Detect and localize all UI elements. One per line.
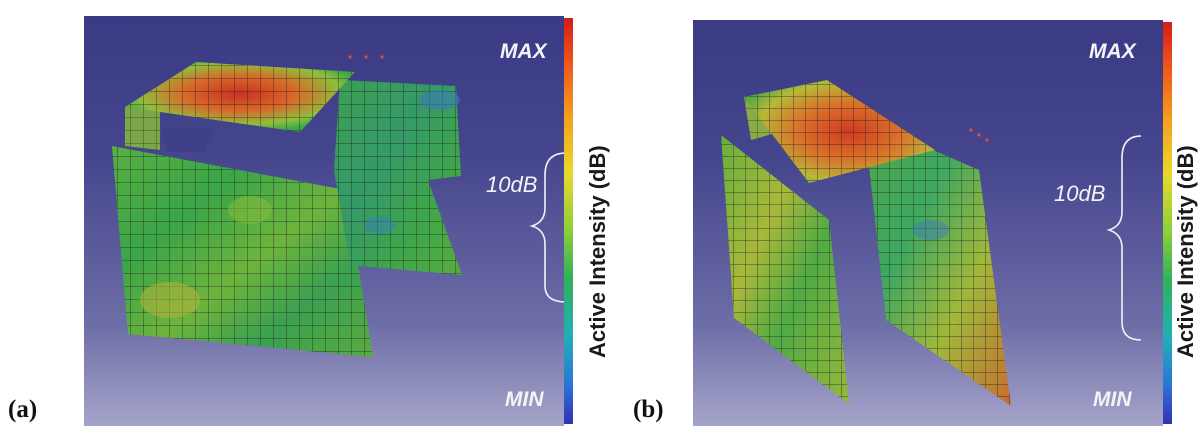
range-brace-b xyxy=(1106,135,1142,341)
scale-max-label-a: MAX xyxy=(500,40,547,63)
plate-left-b xyxy=(721,135,849,404)
panel-label-b: (b) xyxy=(633,396,664,423)
plate-left-a xyxy=(112,146,373,357)
colorbar-b xyxy=(1163,22,1172,424)
panel-label-a: (a) xyxy=(8,396,38,423)
scale-max-label-b: MAX xyxy=(1089,40,1136,63)
side-flap-a xyxy=(125,103,160,150)
plate-top-a xyxy=(125,62,355,132)
mic-markers-b xyxy=(969,128,989,142)
colorbar-title-b: Active Intensity (dB) xyxy=(1173,145,1198,358)
plate-right-a xyxy=(334,80,462,275)
range-brace-a xyxy=(529,152,567,303)
colorbar-a xyxy=(564,18,573,424)
panel-a: MAX MIN 10dB Active Intensity (dB) (a) xyxy=(0,0,610,440)
panel-b: MAX MIN 10dB Active Intensity (dB) (b) xyxy=(601,0,1202,440)
mesh-plot-b xyxy=(721,80,1142,406)
mesh-gap-a xyxy=(160,128,213,152)
mic-markers-a xyxy=(348,55,384,59)
scale-min-label-b: MIN xyxy=(1093,388,1132,411)
scale-min-label-a: MIN xyxy=(505,388,544,411)
range-label-a: 10dB xyxy=(486,172,538,197)
range-label-b: 10dB xyxy=(1054,181,1106,206)
plate-right-b xyxy=(864,120,1011,406)
plate-top-b xyxy=(744,80,935,183)
mesh-plot-a xyxy=(112,55,567,357)
